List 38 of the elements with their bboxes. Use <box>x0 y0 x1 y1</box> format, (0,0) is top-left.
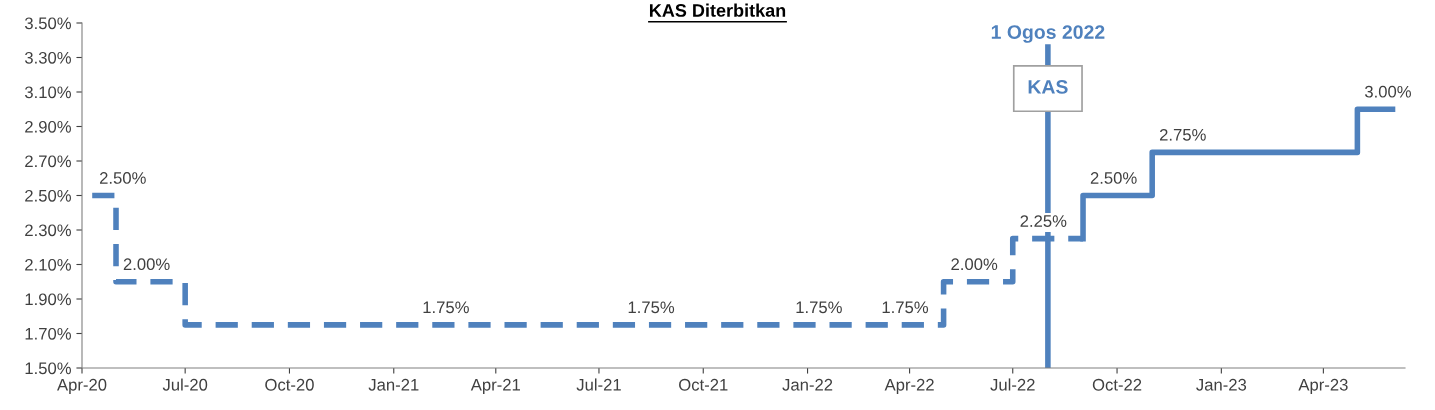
annotation: 2.75% <box>1159 128 1206 141</box>
annotation: 1.75% <box>423 301 469 314</box>
annotation: 2.00% <box>951 258 998 271</box>
y-tick-label: 3.50% <box>24 17 71 30</box>
x-tick-label: Jan-22 <box>782 378 833 391</box>
x-tick-label: Oct-22 <box>1092 378 1142 391</box>
annotation: 2.25% <box>1020 215 1067 227</box>
annotation: 1.75% <box>882 301 929 314</box>
annotation: 2.50% <box>99 172 146 184</box>
ref-line-label: 1 Ogos 2022 <box>991 25 1105 43</box>
x-tick-label: Jan-23 <box>1196 378 1247 391</box>
y-tick-label: 1.50% <box>25 362 71 375</box>
y-tick-label: 2.30% <box>25 224 71 237</box>
chart-title: KAS Diterbitkan <box>649 3 786 17</box>
x-tick-label: Jan-21 <box>368 378 419 391</box>
annotation: 1.75% <box>628 301 675 314</box>
y-tick-label: 3.10% <box>24 86 71 99</box>
y-tick-label: 1.70% <box>25 327 71 340</box>
x-tick-label: Oct-20 <box>265 378 314 391</box>
annotation: KAS <box>1028 80 1068 94</box>
y-tick-label: 2.10% <box>25 258 71 271</box>
x-tick-label: Jul-20 <box>162 378 208 391</box>
annotation: 2.50% <box>1090 172 1137 184</box>
y-tick-label: 1.90% <box>25 293 71 306</box>
x-tick-label: Apr-23 <box>1298 378 1348 394</box>
y-tick-label: 2.90% <box>25 120 71 133</box>
annotation: 3.00% <box>1364 85 1411 98</box>
y-tick-label: 2.50% <box>25 189 71 202</box>
x-tick-label: Oct-21 <box>679 378 728 391</box>
y-tick-label: 3.30% <box>24 51 71 64</box>
annotation: 2.00% <box>123 258 170 271</box>
y-tick-label: 2.70% <box>25 155 71 168</box>
x-tick-label: Apr-21 <box>470 378 520 394</box>
x-tick-label: Jul-22 <box>990 378 1035 391</box>
x-tick-label: Apr-20 <box>57 378 107 394</box>
x-tick-label: Jul-21 <box>576 378 621 391</box>
annotation: 1.75% <box>796 301 842 314</box>
x-tick-label: Apr-22 <box>884 378 934 394</box>
